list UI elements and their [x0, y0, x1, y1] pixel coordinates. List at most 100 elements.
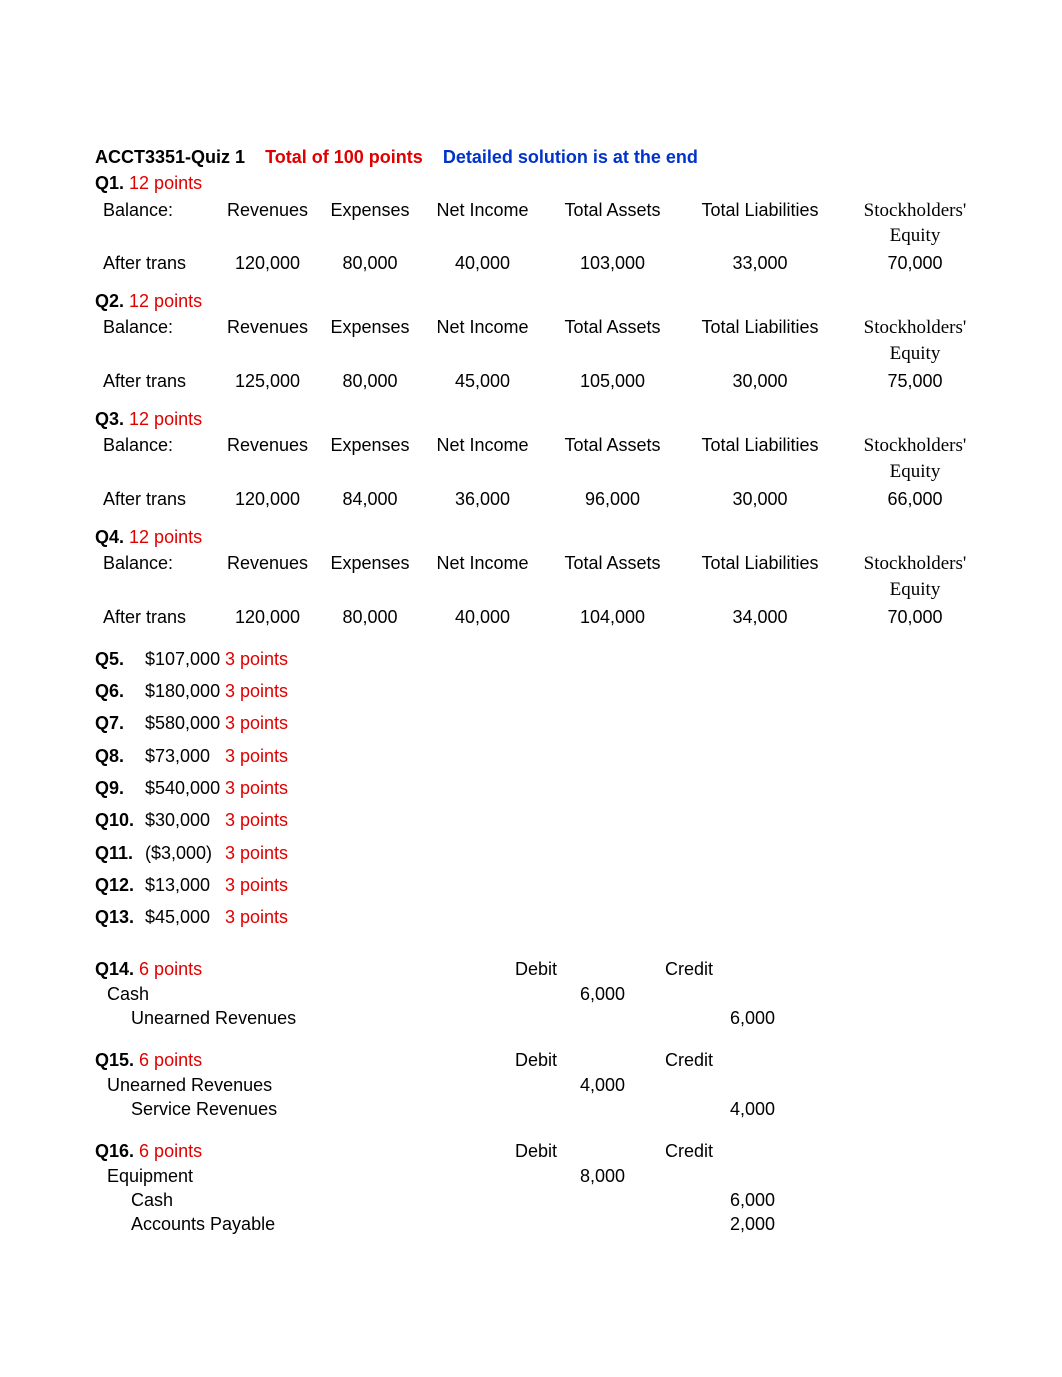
- q16-line2: Cash 6,000: [95, 1188, 815, 1212]
- header-line: ACCT3351-Quiz 1 Total of 100 points Deta…: [95, 145, 967, 169]
- q5-points: 3 points: [225, 647, 288, 671]
- q1-col-expenses: Expenses: [320, 198, 420, 249]
- q2-points: 12 points: [129, 291, 202, 311]
- q4-val-expenses: 80,000: [320, 605, 420, 629]
- q6-points: 3 points: [225, 679, 288, 703]
- q5-label: Q5.: [95, 647, 145, 671]
- q2-table: Balance: Revenues Expenses Net Income To…: [95, 315, 967, 393]
- q1-row2-label: After trans: [95, 251, 215, 275]
- q3-row2-label: After trans: [95, 487, 215, 511]
- q6-amount: $180,000: [145, 679, 225, 703]
- q1-val-totalliab: 33,000: [680, 251, 840, 275]
- q2-label: Q2.: [95, 291, 124, 311]
- q14-line1-debit: 6,000: [515, 982, 665, 1006]
- q8-label: Q8.: [95, 744, 145, 768]
- q15-label-line: Q15. 6 points: [95, 1048, 515, 1072]
- q2-col-totalassets: Total Assets: [545, 315, 680, 366]
- q4-val-netincome: 40,000: [420, 605, 545, 629]
- q10-amount: $30,000: [145, 808, 225, 832]
- q3-col-totalassets: Total Assets: [545, 433, 680, 484]
- q8-amount: $73,000: [145, 744, 225, 768]
- q2-val-expenses: 80,000: [320, 369, 420, 393]
- q14-line2-credit: 6,000: [665, 1006, 805, 1030]
- q9-points: 3 points: [225, 776, 288, 800]
- q9-label: Q9.: [95, 776, 145, 800]
- q3-table: Balance: Revenues Expenses Net Income To…: [95, 433, 967, 511]
- q1-col-totalliab: Total Liabilities: [680, 198, 840, 249]
- q2-row2-label: After trans: [95, 369, 215, 393]
- q7-amount: $580,000: [145, 711, 225, 735]
- q8-line: Q8. $73,000 3 points: [95, 744, 967, 768]
- q10-label: Q10.: [95, 808, 145, 832]
- q16-label: Q16.: [95, 1141, 134, 1161]
- q3-points: 12 points: [129, 409, 202, 429]
- q10-line: Q10. $30,000 3 points: [95, 808, 967, 832]
- q13-label: Q13.: [95, 905, 145, 929]
- q4-label-line: Q4. 12 points: [95, 525, 967, 549]
- q16-line3: Accounts Payable 2,000: [95, 1212, 815, 1236]
- course-code: ACCT3351-Quiz 1: [95, 147, 245, 167]
- q1-table: Balance: Revenues Expenses Net Income To…: [95, 198, 967, 276]
- q11-points: 3 points: [225, 841, 288, 865]
- q14-credit-header: Credit: [665, 957, 805, 981]
- q3-col-totalliab: Total Liabilities: [680, 433, 840, 484]
- q3-label: Q3.: [95, 409, 124, 429]
- simple-questions: Q5. $107,000 3 points Q6. $180,000 3 poi…: [95, 647, 967, 930]
- q3-col-expenses: Expenses: [320, 433, 420, 484]
- q1-block: Q1. 12 points Balance: Revenues Expenses…: [95, 171, 967, 275]
- q7-points: 3 points: [225, 711, 288, 735]
- q2-col-revenues: Revenues: [215, 315, 320, 366]
- q2-val-revenues: 125,000: [215, 369, 320, 393]
- q1-val-equity: 70,000: [840, 251, 990, 275]
- q15-line1: Unearned Revenues 4,000: [95, 1073, 815, 1097]
- header-note: Detailed solution is at the end: [443, 147, 698, 167]
- q16-line3-debit: [515, 1212, 665, 1236]
- q3-col-equity: Stockholders' Equity: [840, 433, 990, 484]
- q16-line3-credit: 2,000: [665, 1212, 805, 1236]
- q15-line2-debit: [515, 1097, 665, 1121]
- q15-line2: Service Revenues 4,000: [95, 1097, 815, 1121]
- q4-table: Balance: Revenues Expenses Net Income To…: [95, 551, 967, 629]
- q2-col-equity: Stockholders' Equity: [840, 315, 990, 366]
- q1-val-revenues: 120,000: [215, 251, 320, 275]
- q7-label: Q7.: [95, 711, 145, 735]
- q15-line1-debit: 4,000: [515, 1073, 665, 1097]
- q13-amount: $45,000: [145, 905, 225, 929]
- q16-credit-header: Credit: [665, 1139, 805, 1163]
- q4-col-equity: Stockholders' Equity: [840, 551, 990, 602]
- q12-points: 3 points: [225, 873, 288, 897]
- q1-val-netincome: 40,000: [420, 251, 545, 275]
- q6-line: Q6. $180,000 3 points: [95, 679, 967, 703]
- q15-line1-credit: [665, 1073, 805, 1097]
- q4-val-totalassets: 104,000: [545, 605, 680, 629]
- q12-line: Q12. $13,000 3 points: [95, 873, 967, 897]
- q14-label-line: Q14. 6 points: [95, 957, 515, 981]
- q2-val-netincome: 45,000: [420, 369, 545, 393]
- q3-row1-label: Balance:: [95, 433, 215, 484]
- q14-line1: Cash 6,000: [95, 982, 815, 1006]
- q3-val-totalassets: 96,000: [545, 487, 680, 511]
- q16-line1: Equipment 8,000: [95, 1164, 815, 1188]
- q3-block: Q3. 12 points Balance: Revenues Expenses…: [95, 407, 967, 511]
- q11-amount: ($3,000): [145, 841, 225, 865]
- q2-col-expenses: Expenses: [320, 315, 420, 366]
- q16-debit-header: Debit: [515, 1139, 665, 1163]
- q9-line: Q9. $540,000 3 points: [95, 776, 967, 800]
- q4-val-revenues: 120,000: [215, 605, 320, 629]
- q15-line1-acct: Unearned Revenues: [95, 1073, 515, 1097]
- q3-val-expenses: 84,000: [320, 487, 420, 511]
- q3-val-totalliab: 30,000: [680, 487, 840, 511]
- q1-val-expenses: 80,000: [320, 251, 420, 275]
- q5-line: Q5. $107,000 3 points: [95, 647, 967, 671]
- q4-label: Q4.: [95, 527, 124, 547]
- q1-points: 12 points: [129, 173, 202, 193]
- q4-row2-label: After trans: [95, 605, 215, 629]
- q2-val-totalassets: 105,000: [545, 369, 680, 393]
- q15-block: Q15. 6 points Debit Credit Unearned Reve…: [95, 1048, 815, 1121]
- q15-head: Q15. 6 points Debit Credit: [95, 1048, 815, 1072]
- q5-amount: $107,000: [145, 647, 225, 671]
- q13-points: 3 points: [225, 905, 288, 929]
- total-points: Total of 100 points: [265, 147, 423, 167]
- q1-row1-label: Balance:: [95, 198, 215, 249]
- q1-col-netincome: Net Income: [420, 198, 545, 249]
